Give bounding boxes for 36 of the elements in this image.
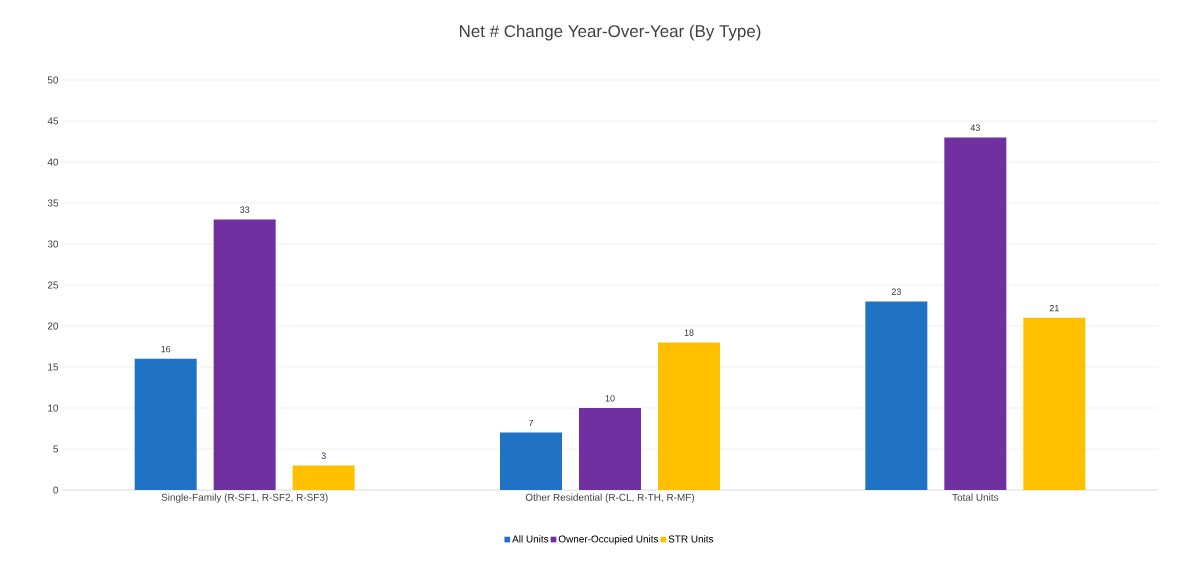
data-label: 23 [891, 288, 901, 295]
legend-label: Owner-Occupied Units [558, 535, 659, 545]
bar [579, 408, 641, 490]
y-tick-label: 40 [47, 158, 59, 166]
y-tick-label: 10 [48, 404, 59, 412]
y-tick-label: 20 [47, 322, 59, 330]
x-tick-label: Total Units [952, 493, 999, 501]
y-tick-label: 45 [47, 117, 59, 125]
x-tick-label: Other Residential (R-CL, R-TH, R-MF) [525, 493, 695, 503]
bar [944, 137, 1007, 490]
bar [134, 358, 197, 490]
y-tick-label: 0 [53, 486, 59, 494]
y-tick-label: 25 [47, 281, 59, 289]
y-tick-label: 35 [47, 199, 59, 207]
data-label: 21 [1049, 305, 1059, 312]
data-label: 3 [321, 452, 326, 459]
bar [658, 342, 720, 490]
y-tick-label: 50 [47, 76, 59, 84]
bar [865, 301, 928, 490]
bar [1023, 317, 1086, 490]
y-tick-label: 5 [53, 445, 59, 453]
data-label: 10 [605, 395, 615, 402]
data-label: 33 [240, 206, 250, 213]
bar [500, 432, 562, 490]
bar [213, 219, 276, 490]
y-tick-label: 15 [48, 363, 59, 371]
chart-title: Net # Change Year-Over-Year (By Type) [459, 24, 761, 41]
data-label: 16 [161, 345, 171, 353]
data-label: 7 [528, 419, 534, 427]
y-tick-label: 30 [47, 240, 59, 248]
legend-label: STR Units [668, 535, 714, 543]
bar [292, 465, 355, 490]
legend-label: All Units [512, 535, 549, 543]
x-tick-label: Single-Family (R-SF1, R-SF2, R-SF3) [161, 493, 328, 503]
data-label: 43 [970, 124, 980, 131]
data-label: 18 [684, 329, 694, 336]
